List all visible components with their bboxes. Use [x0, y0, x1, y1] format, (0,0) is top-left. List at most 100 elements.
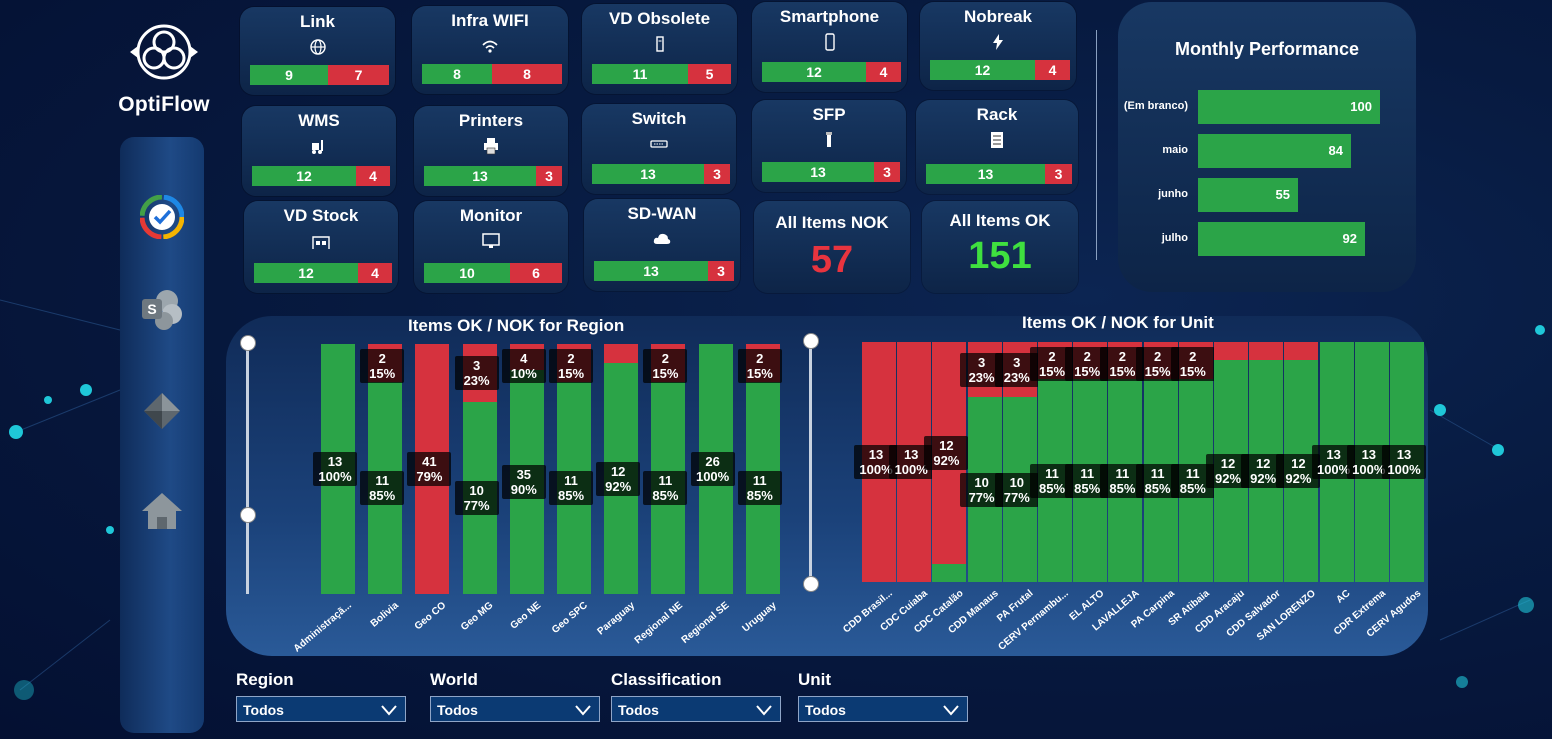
optiflow-logo: OptiFlow: [118, 20, 210, 117]
wifi-icon: [482, 40, 498, 53]
card-title: Infra WIFI: [451, 11, 529, 30]
filter-label: Unit: [798, 670, 832, 689]
unit-nok-segment[interactable]: [1214, 342, 1248, 360]
card-vd-obsolete: VD Obsolete 11 5: [582, 4, 737, 94]
chevron-down-icon: [575, 705, 591, 716]
unit-ok-segment[interactable]: [932, 564, 967, 582]
unit-dropdown[interactable]: Todos: [798, 696, 968, 722]
card-ok-nok-bar: 13 3: [424, 166, 562, 186]
total-nok-value: 57: [810, 239, 854, 281]
unit-nok-label: 2 15%: [1170, 347, 1215, 381]
total-ok-card: All Items OK 151: [922, 201, 1078, 293]
card-ok-nok-bar: 13 3: [592, 164, 730, 184]
monthly-row: julho 92: [1118, 222, 1416, 256]
region-category-label: Bolivia: [369, 600, 402, 630]
bolt-icon: [993, 34, 1003, 50]
region-ok-label: 12 92%: [596, 461, 641, 496]
unit-chart-title: Items OK / NOK for Unit: [1022, 313, 1214, 332]
region-category-label: Regional SE: [679, 600, 732, 646]
card-sd-wan: SD-WAN 13 3: [584, 199, 740, 291]
unit-nok-segment[interactable]: [1284, 342, 1319, 360]
globe-icon: [309, 39, 326, 55]
ok-count: 13: [926, 164, 1045, 184]
card-title: Nobreak: [963, 7, 1033, 26]
region-nok-segment[interactable]: [604, 344, 639, 363]
unit-slider-top-handle[interactable]: [803, 333, 819, 349]
region-chart-title: Items OK / NOK for Region: [408, 316, 625, 335]
filter-region: Region Todos: [236, 670, 406, 722]
ok-count: 10: [424, 263, 510, 283]
monthly-row-label: maio: [1162, 144, 1188, 156]
unit-category-label: CERV Pernambu...: [996, 588, 1072, 653]
ok-count: 12: [930, 60, 1035, 80]
region-nok-label: 2 15%: [737, 349, 782, 383]
unit-nok-segment[interactable]: [1249, 342, 1284, 360]
chevron-down-icon: [943, 705, 959, 716]
card-printers: Printers 13 3: [414, 106, 568, 196]
card-vd-stock: VD Stock 12 4: [244, 201, 398, 293]
tower-icon: [655, 36, 664, 52]
region-slider-top-handle[interactable]: [240, 335, 256, 351]
card-title: WMS: [298, 111, 340, 130]
unit-slider-bottom-handle[interactable]: [803, 576, 819, 592]
ok-count: 9: [250, 65, 328, 85]
monitor-icon: [482, 233, 500, 248]
region-slider-bottom-handle[interactable]: [240, 507, 256, 523]
rack-icon: [991, 132, 1003, 148]
card-rack: Rack 13 3: [916, 100, 1078, 194]
region-ok-label: 11 85%: [549, 471, 593, 505]
filter-label: World: [430, 670, 478, 689]
total-ok-value: 151: [968, 235, 1032, 277]
filter-label: Region: [236, 670, 294, 689]
nok-count: 4: [1035, 60, 1070, 80]
region-slider-track[interactable]: [246, 344, 249, 594]
monthly-performance-card: Monthly Performance (Em branco) 100 maio 84…: [1118, 2, 1416, 292]
card-link: Link 9 7: [240, 7, 395, 95]
app-name: OptiFlow: [118, 93, 210, 116]
card-ok-nok-bar: 13 3: [762, 162, 900, 182]
sharepoint-icon[interactable]: S: [140, 287, 184, 331]
nok-count: 8: [492, 64, 562, 84]
region-category-label: Geo CO: [412, 600, 449, 633]
sidebar: S: [120, 137, 204, 733]
nok-count: 3: [704, 164, 730, 184]
world-dropdown[interactable]: Todos: [430, 696, 600, 722]
sfp-icon: [826, 132, 832, 147]
nok-count: 4: [356, 166, 390, 186]
region-nok-label: 41 79%: [407, 452, 452, 486]
card-nobreak: Nobreak 12 4: [920, 2, 1076, 90]
monthly-bar-value: 84: [1328, 143, 1343, 158]
home-icon[interactable]: [140, 489, 184, 533]
unit-slider-track[interactable]: [809, 342, 812, 580]
filter-classification: Classification Todos: [611, 670, 781, 722]
region-nok-label: 2 15%: [549, 349, 593, 383]
total-nok-card: All Items NOK 57: [754, 201, 910, 293]
power-apps-icon[interactable]: [140, 389, 184, 433]
region-nok-label: 4 10%: [501, 349, 546, 383]
nok-count: 6: [510, 263, 562, 283]
ok-count: 12: [762, 62, 866, 82]
divider: [1096, 30, 1097, 260]
filter-world: World Todos: [430, 670, 600, 722]
classification-dropdown[interactable]: Todos: [611, 696, 781, 722]
kpi-icon[interactable]: [140, 195, 184, 239]
region-nok-label: 3 23%: [454, 356, 499, 390]
card-ok-nok-bar: 11 5: [592, 64, 731, 84]
region-dropdown[interactable]: Todos: [236, 696, 406, 722]
nok-count: 5: [688, 64, 731, 84]
ok-count: 13: [762, 162, 874, 182]
region-ok-label: 10 77%: [454, 481, 499, 515]
monthly-row: junho 55: [1118, 178, 1416, 212]
printer-icon: [484, 138, 498, 155]
unit-category-label: AC: [1334, 588, 1353, 606]
chevron-down-icon: [381, 705, 397, 716]
monthly-bar-value: 100: [1350, 99, 1372, 114]
card-ok-nok-bar: 13 3: [594, 261, 734, 281]
region-ok-label: 11 85%: [360, 471, 405, 505]
card-title: Monitor: [459, 206, 523, 225]
dropdown-value: Todos: [243, 702, 284, 718]
ok-count: 12: [252, 166, 356, 186]
